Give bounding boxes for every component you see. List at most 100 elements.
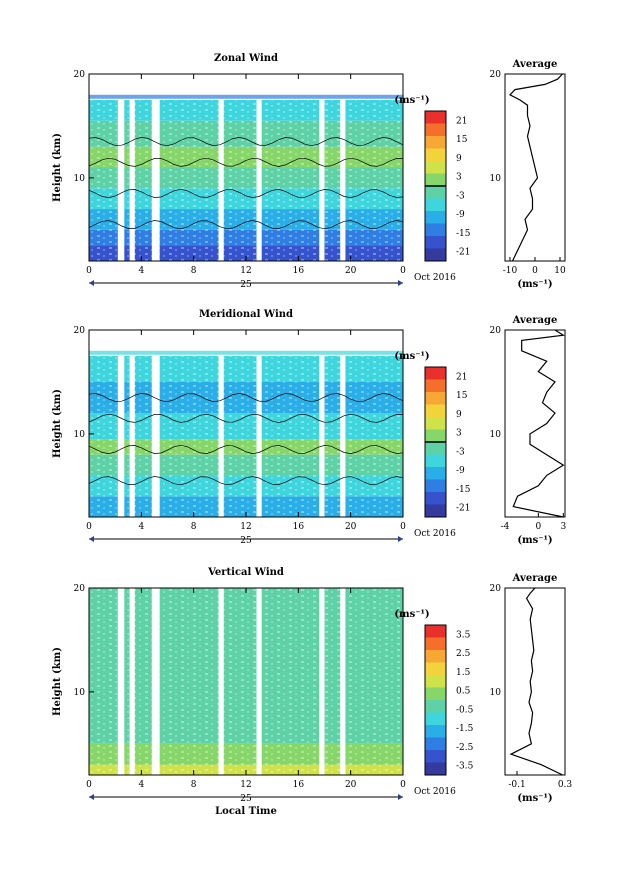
x-tick-label: 8 [191,522,197,532]
y-tick-label: 10 [74,174,86,184]
average-x-tick-label: 0.3 [558,780,573,790]
average-frame [504,329,566,518]
y-axis-label: Height (km) [52,133,63,202]
average-x-tick-label: 3 [560,522,566,532]
y-tick-label: 20 [74,70,86,80]
data-gap [151,330,160,517]
data-gap [340,588,346,775]
x-tick-label: 4 [138,780,144,790]
colorbar-swatch [425,625,446,638]
colorbar-swatch [425,198,446,212]
y-tick-label: 20 [74,584,86,594]
data-gap [117,330,125,517]
panel-title: Meridional Wind [199,309,293,320]
colorbar-swatch [425,248,446,262]
panel-3: Vertical Wind 0 4 8 12 16 20 0 20 10 Height (km) 25… [52,567,572,817]
colorbar-swatch [425,379,446,393]
colorbar-tick-label: 3 [456,429,462,439]
average-title: Average [512,315,558,326]
colorbar-tick-label: 15 [456,391,468,401]
colorbar-swatch [425,442,446,455]
average-x-tick-label: -0.1 [508,780,525,790]
average-profile-line [509,73,563,262]
average-profile-line [512,329,566,518]
x-axis-label: Local Time [215,806,277,817]
colorbar-tick-label: -21 [456,504,471,514]
colorbar-tick-label: 21 [456,372,467,382]
colorbar-swatch [425,737,446,751]
colorbar-tick-label: -9 [456,210,465,220]
data-gap [256,330,262,517]
average-y-tick-label: 20 [490,70,502,80]
heatmap-texture [89,99,403,261]
data-gap [117,588,125,775]
colorbar-swatch [425,186,446,199]
colorbar-swatch [425,173,446,187]
average-unit: (ms⁻¹) [517,535,552,546]
x-tick-label: 20 [345,780,357,790]
data-gap [319,74,325,261]
colorbar-swatch [425,504,446,518]
colorbar-swatch [425,429,446,443]
y-tick-label: 20 [74,326,86,336]
data-gap [218,74,224,261]
colorbar-swatch [425,750,446,763]
colorbar-tick-label: 15 [456,135,468,145]
panel-title: Vertical Wind [207,567,284,578]
x-tick-label: 0 [86,522,92,532]
colorbar-tick-label: 9 [456,410,462,420]
contour-line [88,413,404,423]
contour-line [88,188,404,198]
colorbar-swatch [425,404,446,418]
x-tick-label: 4 [138,266,144,276]
day-label: 25 [240,280,252,290]
average-y-tick-label: 20 [490,584,502,594]
heatmap-texture [89,355,403,517]
contour-line [88,393,404,403]
data-gap [129,74,135,261]
colorbar-swatch [425,148,446,162]
x-tick-label: 12 [240,780,251,790]
average-unit: (ms⁻¹) [517,279,552,290]
contour-line [88,220,404,230]
average-x-tick-label: 0 [535,522,541,532]
colorbar-swatch [425,123,446,137]
contour-line [88,157,404,167]
average-x-tick-label: 0 [532,266,538,276]
data-gap [151,588,160,775]
y-axis-label: Height (km) [52,647,63,716]
contour-line [88,444,404,454]
average-title: Average [512,59,558,70]
colorbar-unit: (ms⁻¹) [394,609,429,620]
upper-layer [89,94,403,99]
colorbar-unit: (ms⁻¹) [394,351,429,362]
colorbar-tick-label: -21 [456,248,471,258]
date-label: Oct 2016 [414,529,456,539]
colorbar-tick-label: -9 [456,466,465,476]
panel-2: Meridional Wind 0 4 8 12 16 20 0 20 10 Height (km)… [52,309,566,546]
y-axis-label: Height (km) [52,389,63,458]
x-tick-label: 16 [293,522,305,532]
upper-layer [89,350,403,355]
colorbar-swatch [425,725,446,738]
colorbar-tick-label: -15 [456,229,471,239]
average-y-tick-label: 20 [490,326,502,336]
date-label: Oct 2016 [414,787,456,797]
colorbar-swatch [425,700,446,713]
colorbar-tick-label: -0.5 [456,705,474,715]
colorbar-swatch [425,492,446,505]
colorbar-tick-label: 21 [456,116,467,126]
x-tick-label: 0 [400,266,406,276]
x-tick-label: 4 [138,522,144,532]
x-tick-label: 0 [400,522,406,532]
colorbar-swatch [425,662,446,676]
colorbar-swatch [425,650,446,663]
colorbar-tick-label: 3 [456,173,462,183]
average-x-tick-label: -4 [501,522,510,532]
average-y-tick-label: 10 [490,174,502,184]
colorbar-swatch [425,236,446,249]
colorbar-tick-label: -3 [456,447,465,457]
colorbar-swatch [425,211,446,224]
x-tick-label: 0 [86,266,92,276]
